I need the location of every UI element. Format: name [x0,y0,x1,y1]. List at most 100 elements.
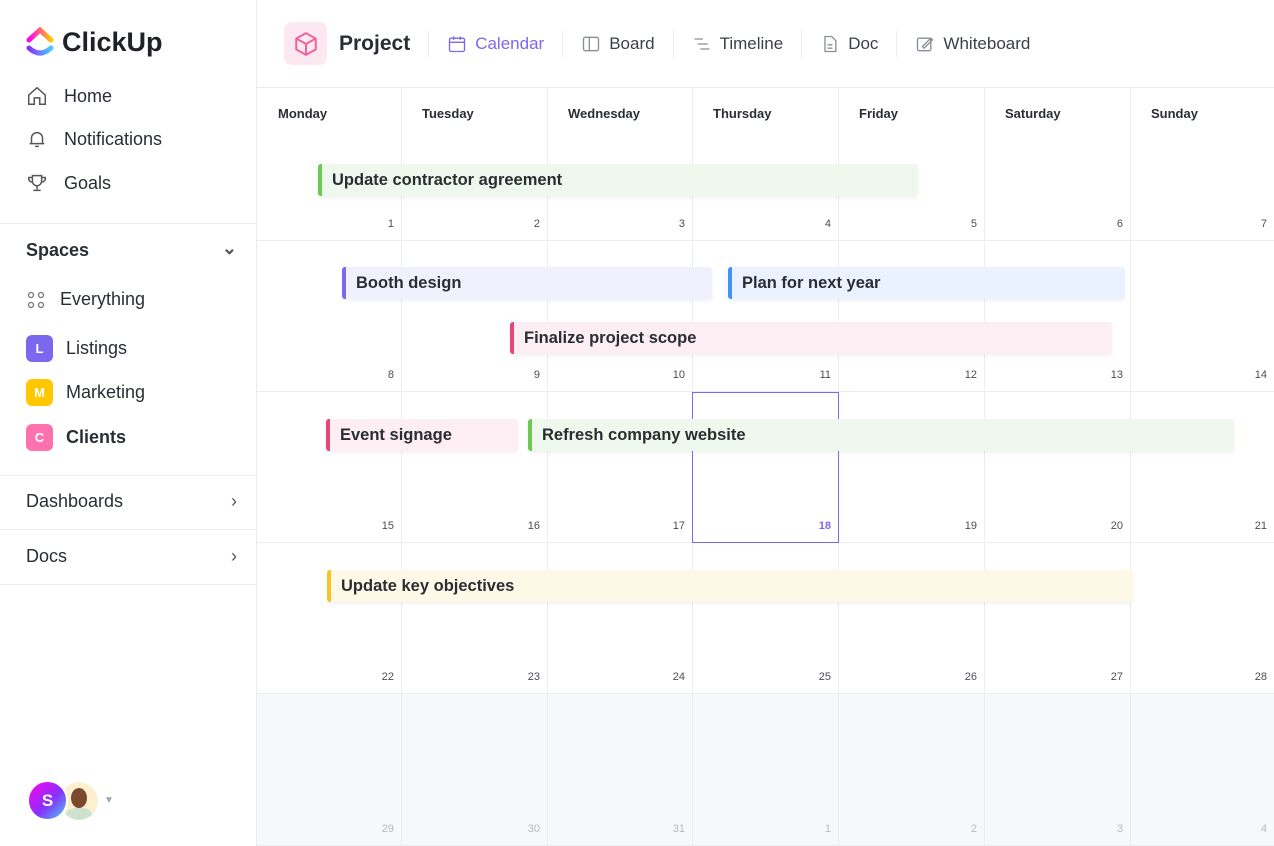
tab-timeline[interactable]: Timeline [672,30,802,57]
nav-label: Home [64,85,113,106]
divider [0,529,257,530]
date-number[interactable]: 19 [964,520,977,532]
calendar-event[interactable]: Update key objectives [327,570,1133,602]
chevron-right-icon: › [231,546,237,566]
tab-doc[interactable]: Doc [801,30,896,57]
trophy-icon [27,174,47,192]
event-title: Finalize project scope [524,328,697,347]
space-clients[interactable]: C Clients [26,424,126,451]
date-number[interactable]: 31 [672,823,685,835]
nav-dashboards[interactable]: Dashboards › [26,491,237,512]
nav-home[interactable]: Home [26,85,112,107]
clickup-logo[interactable]: ClickUp [26,26,163,58]
clickup-logo-icon [26,26,54,56]
nav-notifications[interactable]: Notifications [26,128,162,150]
nav-label: Notifications [64,128,163,149]
nav-label: Goals [64,172,112,193]
project-icon [284,22,327,65]
date-number[interactable]: 26 [964,671,977,683]
date-number[interactable]: 5 [970,218,977,230]
date-number[interactable]: 29 [381,823,394,835]
week-divider [257,693,1274,694]
date-number[interactable]: 20 [1110,520,1123,532]
calendar-event[interactable]: Event signage [326,419,518,451]
calendar-event[interactable]: Refresh company website [528,419,1234,451]
date-number[interactable]: 25 [818,671,831,683]
tab-calendar[interactable]: Calendar [428,30,562,57]
spaces-header[interactable]: Spaces ⌄ [26,238,237,261]
date-number[interactable]: 4 [824,218,831,230]
grid-dots-icon [27,291,45,308]
divider [0,223,257,224]
view-header: Project Calendar Board Timeline Doc Whiteboa… [257,0,1274,88]
calendar-event[interactable]: Plan for next year [728,267,1125,299]
space-listings[interactable]: L Listings [26,335,127,362]
date-number[interactable]: 21 [1254,520,1267,532]
tab-board[interactable]: Board [562,30,672,57]
date-number[interactable]: 2 [970,823,977,835]
date-number[interactable]: 6 [1116,218,1123,230]
column-divider [1130,88,1131,845]
event-title: Refresh company website [542,425,746,444]
date-number[interactable]: 24 [672,671,685,683]
home-icon [28,86,46,105]
today-cell[interactable] [692,392,839,543]
board-icon [583,36,600,51]
date-number[interactable]: 17 [672,520,685,532]
event-color-bar [510,322,514,354]
nav-label: Docs [26,546,68,566]
date-number[interactable]: 10 [672,369,685,381]
calendar-event[interactable]: Update contractor agreement [318,164,918,196]
column-divider [984,88,985,845]
chevron-right-icon: › [231,491,237,511]
date-number[interactable]: 1 [387,218,394,230]
date-number[interactable]: 3 [1116,823,1123,835]
date-number[interactable]: 12 [964,369,977,381]
whiteboard-icon [917,36,934,51]
doc-icon [824,35,837,52]
date-number[interactable]: 11 [819,369,831,381]
date-number[interactable]: 27 [1110,671,1123,683]
spaces-label: Spaces [26,240,90,260]
chevron-down-icon[interactable]: ⌄ [221,238,237,258]
space-label: Everything [60,289,146,309]
divider [0,475,257,476]
date-number[interactable]: 4 [1260,823,1267,835]
space-label: Listings [66,338,128,358]
date-number[interactable]: 14 [1254,369,1267,381]
tab-label: Board [609,33,655,53]
date-number[interactable]: 1 [824,823,831,835]
date-number[interactable]: 28 [1254,671,1267,683]
date-number[interactable]: 15 [381,520,394,532]
nav-goals[interactable]: Goals [26,172,111,194]
divider [0,584,257,585]
space-marketing[interactable]: M Marketing [26,379,145,406]
date-number[interactable]: 22 [381,671,394,683]
event-title: Update contractor agreement [332,170,563,189]
space-label: Marketing [66,382,146,402]
date-number[interactable]: 7 [1260,218,1267,230]
calendar-grid: Monday Tuesday Wednesday Thursday Friday Satu… [257,88,1274,846]
nav-docs[interactable]: Docs › [26,546,237,567]
date-number[interactable]: 30 [527,823,540,835]
user-menu[interactable]: S ▼ [27,780,114,821]
date-number[interactable]: 16 [527,520,540,532]
nav-label: Dashboards [26,491,124,511]
date-number[interactable]: 23 [527,671,540,683]
event-title: Update key objectives [341,576,515,595]
space-everything[interactable]: Everything [26,289,145,310]
tab-label: Timeline [719,33,784,53]
calendar-event[interactable]: Booth design [342,267,712,299]
space-label: Clients [66,427,127,447]
date-number[interactable]: 8 [387,369,394,381]
tab-whiteboard[interactable]: Whiteboard [896,30,1048,57]
date-number[interactable]: 13 [1110,369,1123,381]
date-number[interactable]: 2 [533,218,540,230]
date-number[interactable]: 3 [678,218,685,230]
calendar-event[interactable]: Finalize project scope [510,322,1112,354]
date-number[interactable]: 18 [818,520,831,532]
day-header-thursday: Thursday [713,106,772,121]
event-title: Plan for next year [742,273,881,292]
date-number[interactable]: 9 [533,369,540,381]
day-header-wednesday: Wednesday [568,106,641,121]
